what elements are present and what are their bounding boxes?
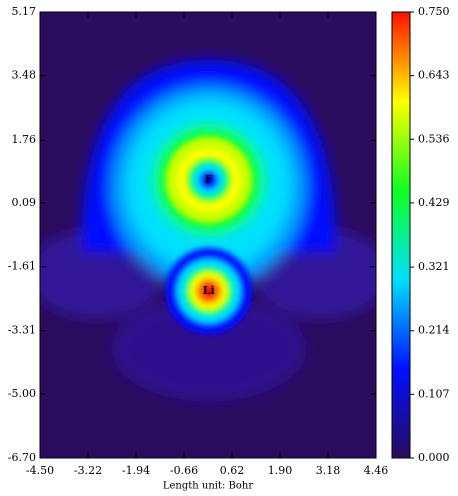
colorbar-tick-label: 0.107 <box>418 387 450 400</box>
y-tick-label: -3.31 <box>8 324 36 337</box>
y-tick-label: -1.61 <box>8 260 36 273</box>
atom-label: F <box>205 173 213 186</box>
colorbar-tick-label: 0.000 <box>418 451 450 464</box>
y-tick-label: -5.00 <box>8 387 36 400</box>
x-tick-label: -4.50 <box>26 464 54 477</box>
colorbar-tick-label: 0.429 <box>418 196 450 209</box>
field-lobe <box>111 296 307 402</box>
colorbar-tick-label: 0.321 <box>418 260 450 273</box>
x-tick-label: -1.94 <box>122 464 150 477</box>
colorbar <box>391 11 411 459</box>
atom-label: Li <box>203 284 215 297</box>
field-ring <box>199 170 219 190</box>
x-tick-label: 4.46 <box>364 464 389 477</box>
colorbar-tick-label: 0.750 <box>418 5 450 18</box>
y-tick-label: 1.76 <box>12 133 37 146</box>
x-axis-label: Length unit: Bohr <box>163 481 253 492</box>
field-layer <box>165 136 252 335</box>
x-tick-label: 0.62 <box>220 464 245 477</box>
x-tick-label: 3.18 <box>316 464 341 477</box>
y-tick-label: 5.17 <box>12 5 37 18</box>
field-ring <box>200 282 217 300</box>
y-tick-label: -6.70 <box>8 451 36 464</box>
x-tick-label: -0.66 <box>170 464 198 477</box>
heatmap-field <box>40 12 376 458</box>
colorbar-tick-label: 0.643 <box>418 69 450 82</box>
x-tick-label: 1.90 <box>268 464 293 477</box>
y-tick-label: 0.09 <box>12 196 37 209</box>
x-tick-label: -3.22 <box>74 464 102 477</box>
colorbar-tick-label: 0.214 <box>418 324 450 337</box>
y-tick-label: 3.48 <box>12 68 37 81</box>
colorbar-tick-label: 0.536 <box>418 132 450 145</box>
plot-frame <box>39 11 377 459</box>
